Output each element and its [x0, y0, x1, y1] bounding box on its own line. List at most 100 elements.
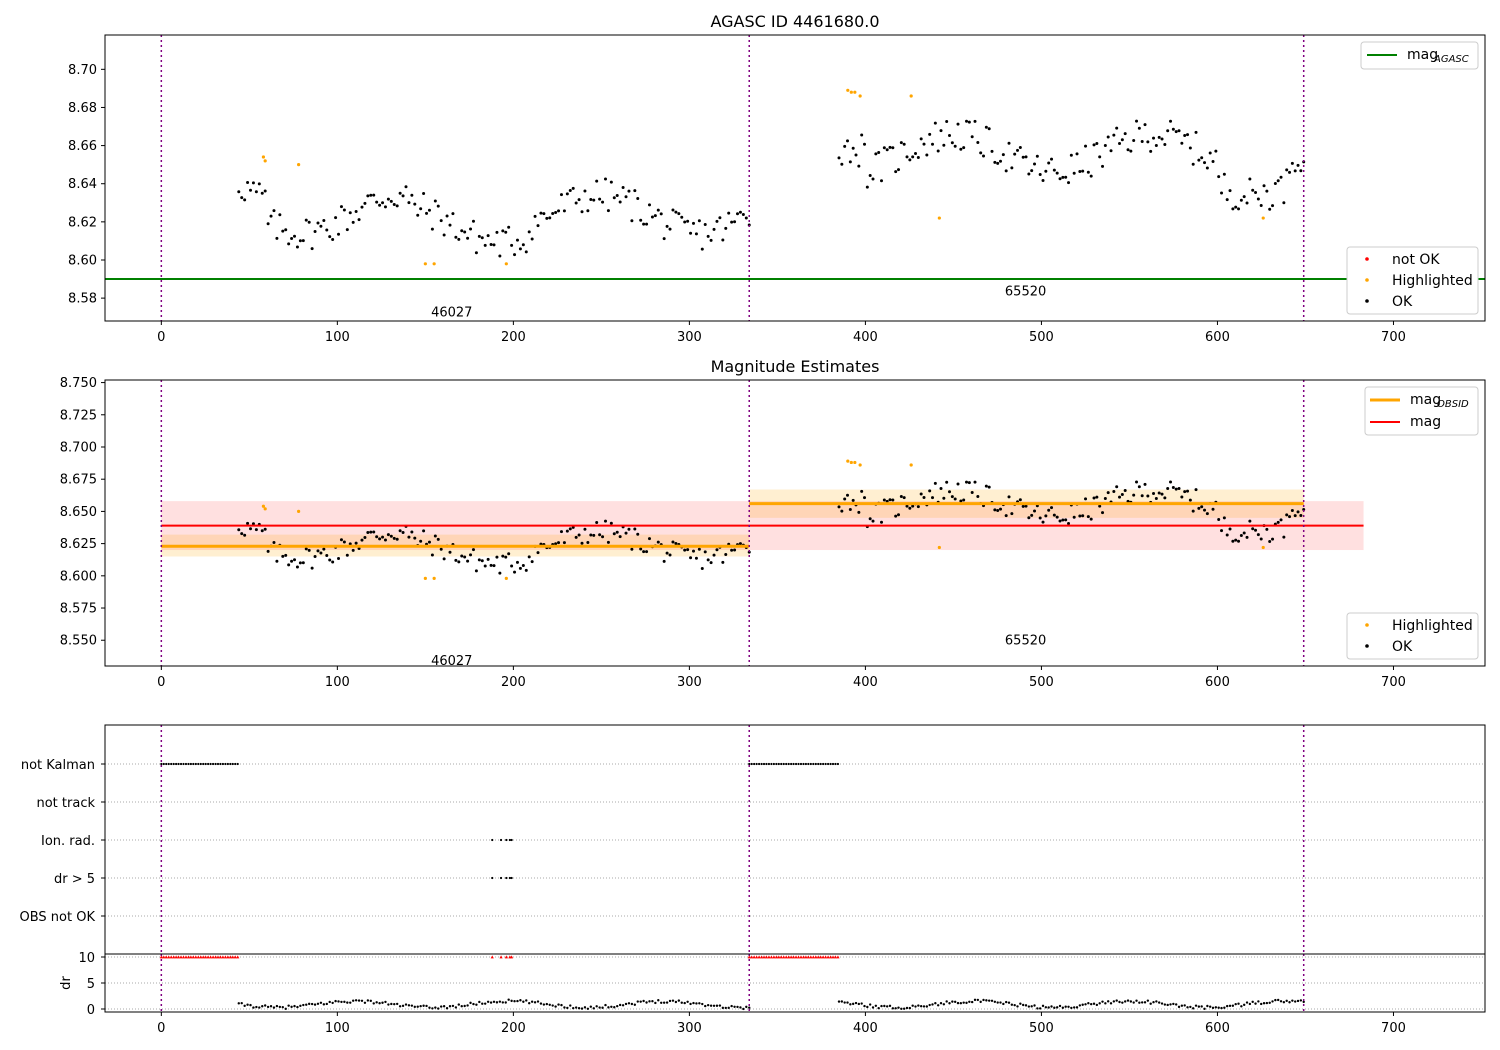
dr-point [577, 1006, 581, 1010]
dr-clipped-point [816, 955, 820, 959]
ok-point [589, 533, 593, 537]
ok-point [1120, 493, 1124, 497]
ok-point [545, 216, 549, 220]
dr-point [999, 1001, 1002, 1004]
ok-point [741, 213, 745, 217]
ok-point [744, 216, 748, 220]
dr-point [249, 1003, 252, 1007]
ok-point [1288, 515, 1292, 519]
ok-point [683, 548, 687, 552]
dr-point [437, 1007, 440, 1010]
ok-point [1126, 148, 1130, 152]
dr-point [287, 1004, 290, 1007]
dr-point [689, 1002, 692, 1006]
ok-point [871, 519, 875, 523]
y-tick-label: 8.725 [60, 408, 97, 423]
flag-point [802, 762, 805, 766]
legend-marker [1365, 299, 1369, 303]
legend-bottom: Highlighted OK [1346, 612, 1479, 660]
obsid-label: 65520 [1005, 284, 1046, 299]
dr-point [968, 1000, 971, 1003]
ok-point [677, 212, 681, 216]
ok-point [668, 227, 672, 231]
ok-point [724, 552, 728, 556]
x-tick-label: 0 [157, 1021, 165, 1036]
ok-point [287, 563, 291, 567]
ok-point [366, 194, 370, 198]
ok-point [1163, 496, 1167, 500]
dr-point [1101, 1000, 1104, 1003]
dr-point [1262, 1002, 1266, 1005]
flag-point [799, 762, 803, 766]
dr-point [1129, 1000, 1133, 1003]
ok-point [1021, 155, 1025, 159]
ok-point [1135, 119, 1139, 123]
dr-clipped-point [757, 955, 761, 959]
flag-point [209, 762, 212, 766]
dr-point [660, 1001, 663, 1004]
dr-point [363, 1001, 367, 1004]
dr-point [942, 1003, 946, 1006]
ok-point [1282, 201, 1286, 205]
dr-clipped-point [806, 955, 810, 959]
ok-point [460, 229, 464, 233]
ok-point [243, 198, 247, 202]
dr-point [730, 1004, 733, 1008]
ok-point [691, 221, 695, 225]
dr-clipped-point [814, 955, 818, 959]
ok-point [598, 533, 602, 537]
ok-point [1259, 203, 1263, 207]
ok-point [536, 224, 540, 228]
ok-point [1152, 492, 1156, 496]
flag-point [757, 762, 761, 766]
ok-point [360, 205, 364, 209]
dr-point [269, 1005, 273, 1008]
ok-point [1197, 506, 1201, 510]
ok-point [1084, 497, 1088, 501]
ok-point [736, 212, 739, 216]
y-tick-label: 8.68 [68, 101, 97, 116]
ok-point [950, 141, 954, 145]
ok-point [1157, 491, 1161, 495]
ok-point [407, 535, 411, 539]
ok-point [507, 225, 511, 229]
ok-point [953, 497, 957, 501]
dr-point [393, 1002, 396, 1006]
ok-point [331, 238, 335, 242]
dr-point [1206, 1004, 1209, 1008]
ok-point [885, 148, 889, 152]
ok-point [251, 181, 255, 185]
dr-point [718, 1004, 722, 1007]
dr-clipped-point [206, 955, 210, 959]
ok-point [1052, 168, 1056, 172]
ok-point [908, 506, 912, 510]
dr-point [243, 1004, 246, 1008]
flag-point [194, 762, 197, 766]
ok-point [489, 563, 493, 567]
dr-point [1004, 1000, 1008, 1004]
dr-point [1138, 1001, 1141, 1004]
dr-point [1223, 1006, 1226, 1009]
dr-clipped-point [796, 955, 801, 959]
ok-point [246, 521, 250, 525]
ok-point [1211, 160, 1215, 164]
dr-point [840, 1000, 844, 1003]
dr-clipped-point [191, 955, 195, 959]
ok-point [430, 227, 434, 231]
ok-point [339, 205, 343, 209]
dr-clipped-point [759, 955, 764, 959]
dr-point [721, 1006, 725, 1010]
flag-point [224, 762, 227, 766]
panel-3-content: not Kalman not track Ion. rad. dr > 5 OBS no… [20, 725, 1485, 954]
dr-point [519, 999, 522, 1002]
dr-point [1033, 1004, 1036, 1007]
ok-point [694, 232, 698, 236]
dr-point [1237, 1002, 1240, 1005]
dr-point [340, 1000, 343, 1004]
dr-point [990, 999, 994, 1003]
ok-point [1084, 144, 1088, 148]
ok-point [474, 569, 478, 573]
ok-point [278, 213, 282, 217]
ok-point [683, 220, 687, 224]
